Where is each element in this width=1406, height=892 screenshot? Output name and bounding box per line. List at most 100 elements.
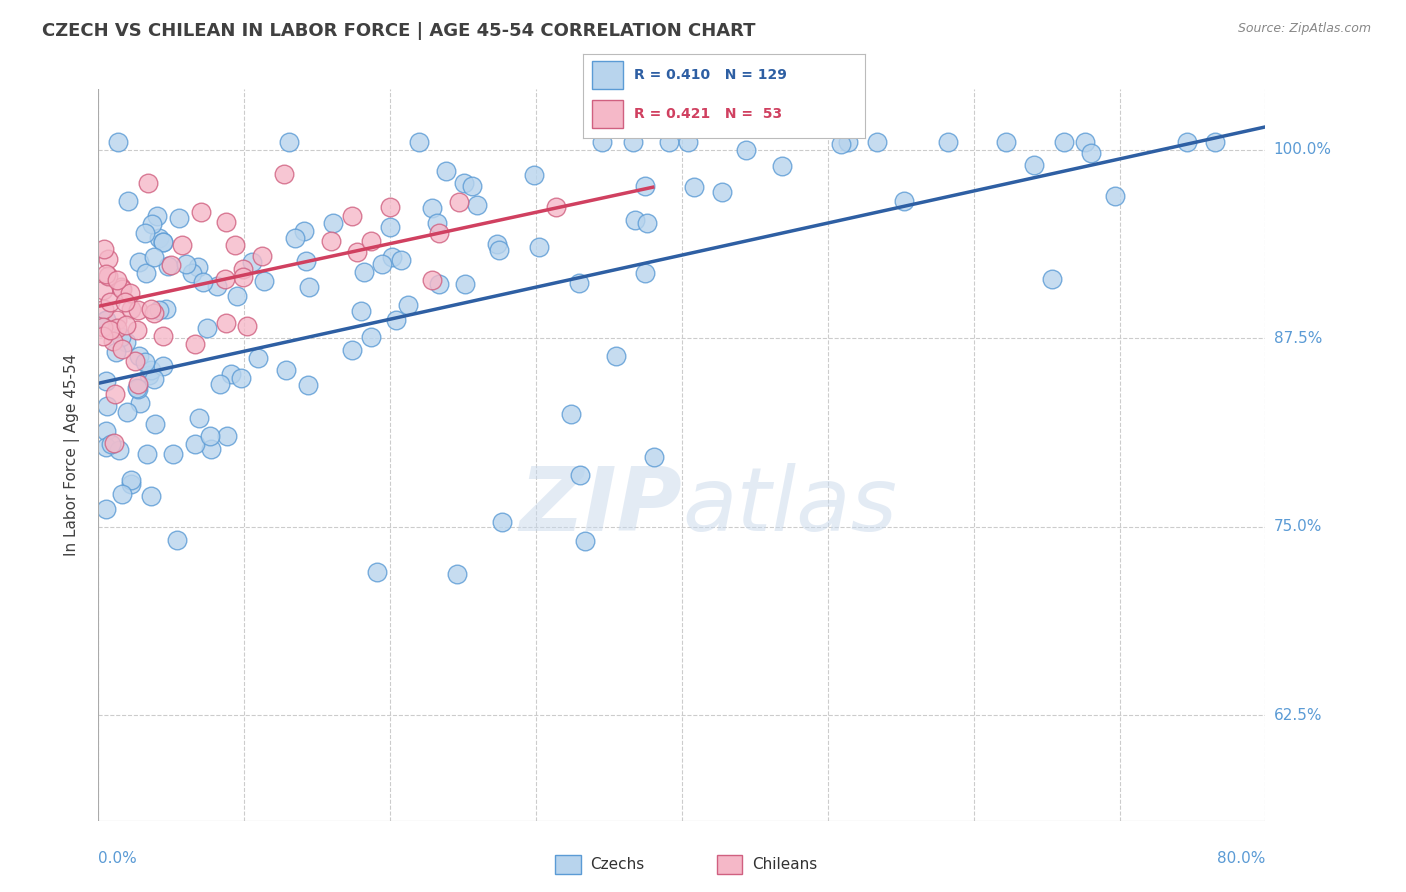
Point <box>936 136 959 150</box>
Point <box>342 343 364 357</box>
Point <box>127 302 149 317</box>
Point <box>143 305 166 319</box>
Point <box>167 211 190 225</box>
Point <box>136 176 159 190</box>
Point <box>190 205 212 219</box>
Point <box>634 266 657 280</box>
Point <box>128 255 150 269</box>
Point <box>378 201 401 215</box>
Point <box>491 515 513 529</box>
Bar <box>592 62 623 89</box>
Text: atlas: atlas <box>682 463 897 549</box>
Point <box>97 268 120 283</box>
Point <box>605 349 627 363</box>
Point <box>114 295 136 310</box>
Point <box>396 298 419 312</box>
Point <box>711 185 734 199</box>
Point <box>110 280 132 294</box>
Point <box>658 135 681 149</box>
Text: 0.0%: 0.0% <box>98 851 138 866</box>
Point <box>146 209 169 223</box>
Point <box>191 275 214 289</box>
Point <box>568 277 591 291</box>
Point <box>235 319 257 334</box>
Point <box>683 180 706 194</box>
Point <box>346 245 368 260</box>
Point <box>176 257 198 271</box>
Text: Source: ZipAtlas.com: Source: ZipAtlas.com <box>1237 22 1371 36</box>
Point <box>461 178 484 193</box>
Point <box>208 376 231 391</box>
Point <box>148 231 170 245</box>
Point <box>676 135 699 149</box>
Point <box>139 302 162 317</box>
Point <box>91 283 114 297</box>
Point <box>162 447 184 461</box>
Point <box>224 238 246 252</box>
Point <box>770 159 793 173</box>
Point <box>100 437 122 451</box>
Point <box>120 286 142 301</box>
Point <box>142 372 165 386</box>
Point <box>246 351 269 365</box>
Point <box>115 318 138 332</box>
Point <box>322 216 344 230</box>
Point <box>205 279 228 293</box>
Text: Chileans: Chileans <box>752 857 817 871</box>
Point <box>94 424 117 438</box>
Point <box>98 322 121 336</box>
Point <box>103 436 125 450</box>
Point <box>152 235 174 250</box>
Point <box>446 567 468 582</box>
Point <box>527 240 550 254</box>
Point <box>125 381 148 395</box>
Point <box>298 280 321 294</box>
Point <box>360 330 382 344</box>
Point <box>434 164 457 178</box>
Point <box>1022 158 1045 172</box>
Point <box>198 429 221 443</box>
Point <box>110 342 132 356</box>
Point <box>319 234 342 248</box>
Point <box>111 282 134 296</box>
Point <box>94 374 117 388</box>
Point <box>97 252 120 267</box>
Point <box>865 136 887 150</box>
Point <box>93 301 115 316</box>
Point <box>120 473 142 487</box>
Point <box>101 334 124 348</box>
Point <box>381 250 404 264</box>
Text: R = 0.421   N =  53: R = 0.421 N = 53 <box>634 107 782 121</box>
Point <box>187 410 209 425</box>
Point <box>127 377 149 392</box>
Point <box>172 237 194 252</box>
Point <box>219 367 242 381</box>
Point <box>353 265 375 279</box>
Text: Czechs: Czechs <box>591 857 645 871</box>
Point <box>214 272 236 286</box>
Point <box>143 417 166 432</box>
Point <box>371 257 394 271</box>
Point <box>139 363 162 377</box>
Point <box>135 266 157 280</box>
Point <box>1040 271 1063 285</box>
Point <box>127 383 149 397</box>
Point <box>278 135 301 149</box>
Point <box>100 295 122 310</box>
Point <box>156 259 179 273</box>
Point <box>134 355 156 369</box>
Point <box>1080 146 1102 161</box>
Point <box>385 313 408 327</box>
Point <box>110 330 132 344</box>
Point <box>250 249 273 263</box>
Point <box>447 194 470 209</box>
Text: R = 0.410   N = 129: R = 0.410 N = 129 <box>634 68 787 82</box>
Point <box>830 137 852 152</box>
Point <box>427 277 450 292</box>
Point <box>104 387 127 401</box>
Point <box>215 316 238 330</box>
Point <box>134 226 156 240</box>
Point <box>465 198 488 212</box>
Text: ZIP: ZIP <box>519 463 682 549</box>
Point <box>591 135 613 149</box>
